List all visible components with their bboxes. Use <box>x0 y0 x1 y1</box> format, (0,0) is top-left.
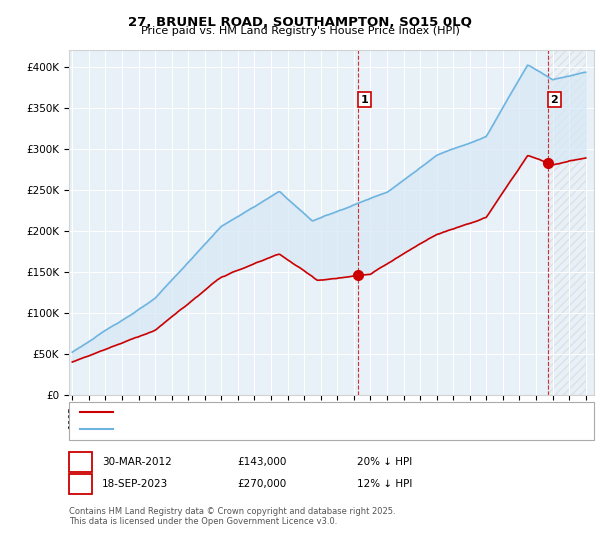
Text: 27, BRUNEL ROAD, SOUTHAMPTON, SO15 0LQ: 27, BRUNEL ROAD, SOUTHAMPTON, SO15 0LQ <box>128 16 472 29</box>
Text: 1: 1 <box>361 95 368 105</box>
Text: 2: 2 <box>77 479 84 489</box>
Text: 12% ↓ HPI: 12% ↓ HPI <box>357 479 412 489</box>
Text: 27, BRUNEL ROAD, SOUTHAMPTON, SO15 0LQ (semi-detached house): 27, BRUNEL ROAD, SOUTHAMPTON, SO15 0LQ (… <box>120 407 463 417</box>
Text: 2: 2 <box>550 95 558 105</box>
Text: 18-SEP-2023: 18-SEP-2023 <box>102 479 168 489</box>
Text: 20% ↓ HPI: 20% ↓ HPI <box>357 457 412 467</box>
Text: Contains HM Land Registry data © Crown copyright and database right 2025.
This d: Contains HM Land Registry data © Crown c… <box>69 507 395 526</box>
Text: HPI: Average price, semi-detached house, Southampton: HPI: Average price, semi-detached house,… <box>120 424 394 434</box>
Text: Price paid vs. HM Land Registry's House Price Index (HPI): Price paid vs. HM Land Registry's House … <box>140 26 460 36</box>
Text: £270,000: £270,000 <box>237 479 286 489</box>
Text: £143,000: £143,000 <box>237 457 286 467</box>
Text: 1: 1 <box>77 457 84 467</box>
Text: 30-MAR-2012: 30-MAR-2012 <box>102 457 172 467</box>
